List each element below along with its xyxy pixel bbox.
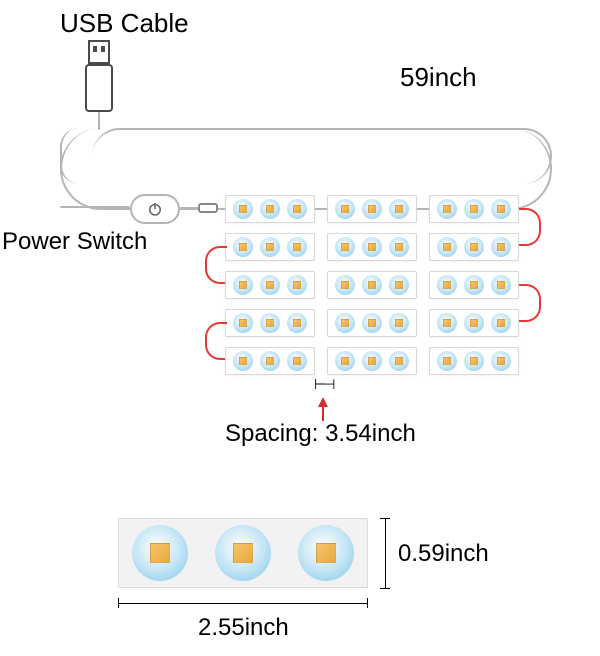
usb-cable-label: USB Cable <box>60 8 189 39</box>
led-segment <box>225 233 315 261</box>
led-segment <box>429 309 519 337</box>
cable-segment <box>60 206 130 208</box>
power-switch <box>130 194 180 224</box>
led-row <box>225 309 519 337</box>
led-dot <box>215 525 271 581</box>
led-segment <box>429 271 519 299</box>
led-segment <box>327 347 417 375</box>
power-switch-label: Power Switch <box>2 228 147 256</box>
dim-tick <box>380 588 390 589</box>
led-segment <box>429 233 519 261</box>
led-row <box>225 195 519 223</box>
cable-length-label: 59inch <box>400 62 477 93</box>
led-row <box>225 347 519 375</box>
led-wire <box>519 284 541 322</box>
power-icon <box>146 200 164 218</box>
led-segment <box>429 347 519 375</box>
led-segment <box>225 309 315 337</box>
led-segment <box>327 195 417 223</box>
led-segment <box>327 271 417 299</box>
closeup-height-label: 0.59inch <box>398 540 489 568</box>
led-segment <box>429 195 519 223</box>
usb-connector <box>85 64 113 112</box>
led-segment <box>225 347 315 375</box>
arrow-up-icon <box>318 397 328 407</box>
spacing-marker: ⊢⊣ <box>314 376 332 421</box>
led-segment <box>327 233 417 261</box>
cable-jack <box>198 203 218 213</box>
dim-tick <box>367 598 368 608</box>
led-segment <box>327 309 417 337</box>
closeup-width-label: 2.55inch <box>198 614 289 642</box>
closeup-segment <box>118 518 368 588</box>
cable-segment <box>180 207 200 209</box>
bracket-icon: ⊢⊣ <box>314 376 332 393</box>
spacing-label: Spacing: 3.54inch <box>225 420 416 448</box>
led-wire <box>519 208 541 246</box>
led-segment <box>225 271 315 299</box>
led-dot <box>298 525 354 581</box>
led-row <box>225 271 519 299</box>
led-segment <box>225 195 315 223</box>
led-dot <box>132 525 188 581</box>
led-row <box>225 233 519 261</box>
dim-line <box>118 603 368 604</box>
led-wire <box>205 322 227 360</box>
dim-line <box>385 518 386 588</box>
led-wire <box>205 246 227 284</box>
